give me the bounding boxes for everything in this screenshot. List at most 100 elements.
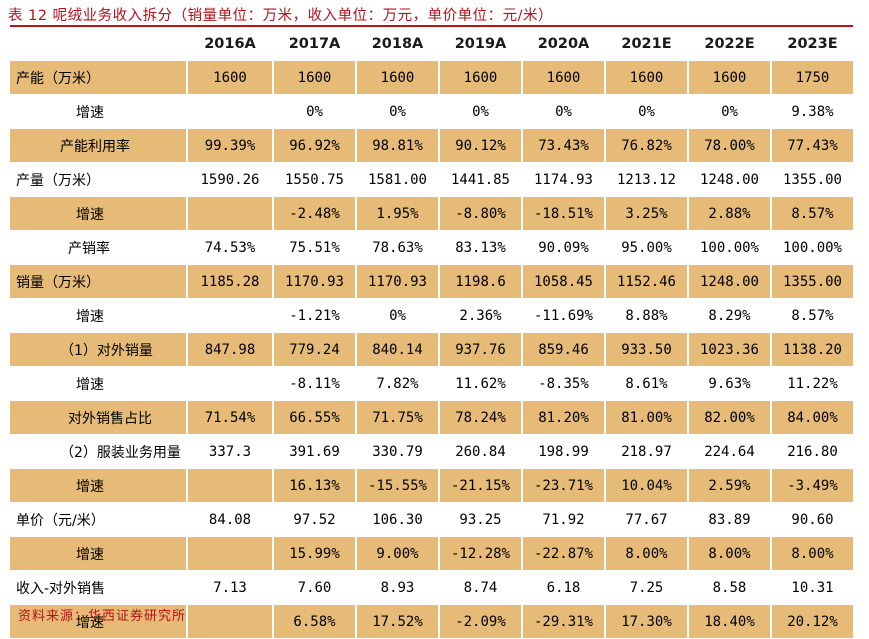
table-row: 单价（元/米） 84.08 97.52 106.30 93.25 71.92 77.67 83… (10, 502, 853, 537)
table-cell (186, 468, 273, 503)
table-cell: 84.08 (186, 502, 273, 537)
table-cell: -12.28% (438, 536, 522, 571)
table-cell: 10.04% (604, 468, 688, 503)
table-cell: 7.82% (355, 366, 439, 401)
table-cell: 78.00% (687, 128, 771, 163)
table-row: 产能利用率 99.39% 96.92% 98.81% 90.12% 73.43% 76.82… (10, 128, 853, 163)
table-cell: 6.18 (521, 570, 605, 605)
table-cell: 8.61% (604, 366, 688, 401)
table-cell: -18.51% (521, 196, 605, 231)
table-cell: 95.00% (604, 230, 688, 265)
table-cell: 0% (687, 94, 771, 129)
table-cell: 76.82% (604, 128, 688, 163)
table-row: 产量（万米） 1590.26 1550.75 1581.00 1441.85 1174.9… (10, 162, 853, 197)
row-label: （2）服装业务用量 (60, 444, 181, 461)
table-cell: 8.58 (687, 570, 771, 605)
table-row: 增速 15.99% 9.00% -12.28% -22.87% 8.00% 8.00% 8.0… (10, 536, 853, 571)
table-cell: 74.53% (186, 230, 273, 265)
table-cell: -1.21% (272, 298, 356, 333)
table-cell: 260.84 (438, 434, 522, 469)
table-cell: 1550.75 (272, 162, 356, 197)
row-label: 产销率 (68, 240, 110, 257)
table-cell: 8.29% (687, 298, 771, 333)
column-header: 2020A (521, 27, 605, 61)
table-cell: 1600 (438, 60, 522, 95)
table-cell: 216.80 (770, 434, 853, 469)
table-cell: 99.39% (186, 128, 273, 163)
table-cell: 840.14 (355, 332, 439, 367)
table-cell: 1355.00 (770, 162, 853, 197)
table-cell: 1355.00 (770, 264, 853, 299)
table-row: 增速 -1.21% 0% 2.36% -11.69% 8.88% 8.29% 8.57% (10, 298, 853, 333)
table-cell: 8.00% (604, 536, 688, 571)
row-label: 收入-对外销售 (16, 580, 106, 597)
table-cell: 1600 (355, 60, 439, 95)
table-cell: 10.31 (770, 570, 853, 605)
table-cell: 1170.93 (272, 264, 356, 299)
table-cell: 6.58% (272, 604, 356, 639)
revenue-breakdown-table: 2016A 2017A 2018A 2019A 2020A 2021E 2022… (10, 27, 853, 639)
table-cell: -29.31% (521, 604, 605, 639)
title-rule (10, 25, 853, 27)
table-cell: 337.3 (186, 434, 273, 469)
table-cell: 16.13% (272, 468, 356, 503)
table-cell: 2.59% (687, 468, 771, 503)
table-cell: 8.57% (770, 196, 853, 231)
row-label: 对外销售占比 (10, 400, 187, 435)
table-cell: 90.09% (521, 230, 605, 265)
table-cell: -3.49% (770, 468, 853, 503)
table-cell: -8.80% (438, 196, 522, 231)
row-label: 产量（万米） (16, 172, 100, 189)
row-label: 增速 (76, 308, 104, 325)
table-cell: 8.88% (604, 298, 688, 333)
table-cell (186, 536, 273, 571)
column-header: 2016A (186, 27, 273, 61)
row-label: （1）对外销量 (10, 332, 187, 367)
table-cell: 1.95% (355, 196, 439, 231)
table-cell: 82.00% (687, 400, 771, 435)
table-cell: 1600 (604, 60, 688, 95)
table-cell: 73.43% (521, 128, 605, 163)
table-cell (186, 298, 273, 333)
column-header: 2017A (272, 27, 356, 61)
table-cell: 8.57% (770, 298, 853, 333)
table-cell: -2.09% (438, 604, 522, 639)
table-cell: 9.00% (355, 536, 439, 571)
table-cell: 1441.85 (438, 162, 522, 197)
table-cell: 97.52 (272, 502, 356, 537)
table-cell: 218.97 (604, 434, 688, 469)
table-row: 增速 -8.11% 7.82% 11.62% -8.35% 8.61% 9.63% 11.22… (10, 366, 853, 401)
table-cell: 847.98 (186, 332, 273, 367)
table-cell: 106.30 (355, 502, 439, 537)
column-header: 2022E (687, 27, 771, 61)
table-cell: 7.60 (272, 570, 356, 605)
table-cell: 1600 (186, 60, 273, 95)
column-header: 2021E (604, 27, 688, 61)
table-cell: 1213.12 (604, 162, 688, 197)
table-cell: 71.54% (186, 400, 273, 435)
table-cell: 15.99% (272, 536, 356, 571)
table-cell: -11.69% (521, 298, 605, 333)
table-cell: 78.24% (438, 400, 522, 435)
table-cell: 1138.20 (770, 332, 853, 367)
table-cell: 1590.26 (186, 162, 273, 197)
table-cell: 66.55% (272, 400, 356, 435)
table-cell: 18.40% (687, 604, 771, 639)
table-cell: 859.46 (521, 332, 605, 367)
table-cell: 0% (438, 94, 522, 129)
table-cell: 11.62% (438, 366, 522, 401)
table-cell: 0% (355, 94, 439, 129)
table-cell: -8.11% (272, 366, 356, 401)
table-cell: 71.92 (521, 502, 605, 537)
table-row: 对外销售占比 71.54% 66.55% 71.75% 78.24% 81.20% 81.0… (10, 400, 853, 435)
table-cell: 0% (272, 94, 356, 129)
table-cell: 8.74 (438, 570, 522, 605)
table-cell: 1248.00 (687, 264, 771, 299)
table-cell: 1023.36 (687, 332, 771, 367)
table-cell: 391.69 (272, 434, 356, 469)
row-label: 增速 (10, 196, 187, 231)
table-cell: 84.00% (770, 400, 853, 435)
table-cell: 1600 (272, 60, 356, 95)
table-row: 产能（万米） 1600 1600 1600 1600 1600 1600 1600 1750 (10, 60, 853, 95)
table-cell: 1198.6 (438, 264, 522, 299)
